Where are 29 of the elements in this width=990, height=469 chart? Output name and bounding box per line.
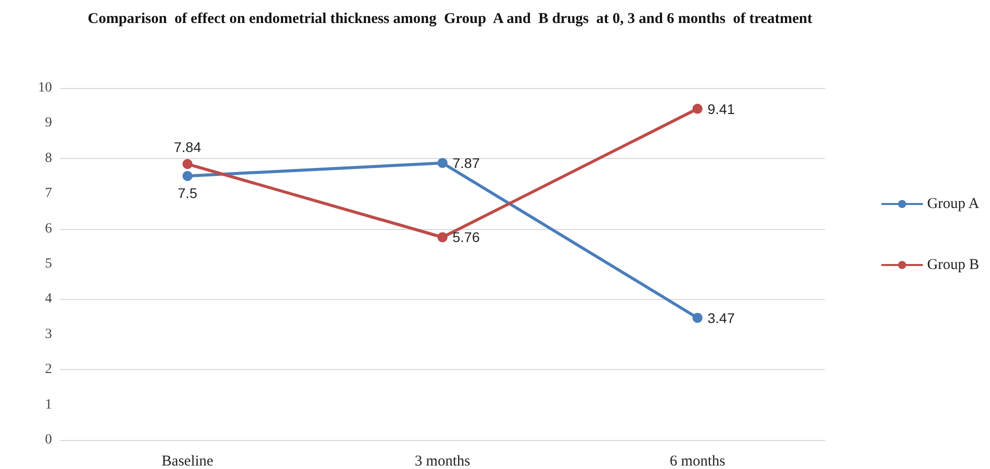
- data-label: 5.76: [452, 229, 480, 246]
- y-tick-label: 0: [45, 432, 52, 448]
- x-tick-label: 3 months: [414, 454, 470, 469]
- data-label: 7.84: [174, 139, 202, 156]
- data-label: 7.87: [452, 154, 480, 171]
- point: [438, 232, 448, 242]
- legend-label: Group B: [927, 257, 980, 273]
- point: [692, 104, 702, 114]
- y-tick-label: 1: [45, 397, 52, 412]
- y-tick-label: 5: [45, 256, 52, 272]
- point: [182, 159, 192, 170]
- data-label: 7.5: [178, 185, 198, 201]
- data-label: 3.47: [708, 310, 735, 326]
- chart-title: Comparison of effect on endometrial thickness among Group A and B drugs at 0, 3 and 6 months of treatment: [88, 11, 812, 27]
- legend-label: Group A: [927, 196, 980, 212]
- y-tick-label: 10: [38, 80, 52, 96]
- point: [182, 171, 192, 181]
- y-tick-label: 4: [45, 292, 52, 307]
- y-tick-label: 3: [45, 326, 52, 342]
- point: [438, 158, 448, 168]
- x-tick-label: Baseline: [162, 454, 214, 469]
- point: [692, 312, 702, 323]
- y-tick-label: 9: [45, 116, 52, 131]
- y-tick-label: 6: [45, 221, 52, 236]
- y-tick-label: 7: [45, 186, 52, 202]
- y-tick-label: 2: [45, 362, 52, 378]
- x-tick-label: 6 months: [670, 454, 726, 469]
- y-tick-label: 8: [45, 150, 52, 166]
- data-label: 9.41: [708, 100, 735, 117]
